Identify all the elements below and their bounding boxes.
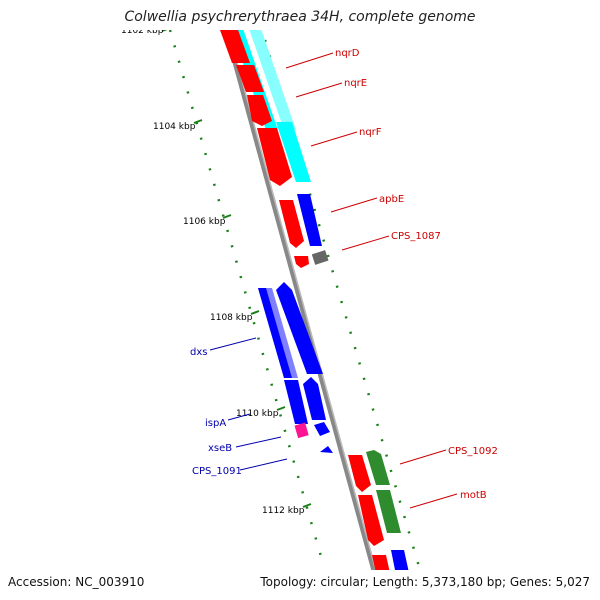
gene-next-red[interactable] xyxy=(372,555,396,600)
gene-label-ispA[interactable]: ispA xyxy=(205,418,226,429)
leader-nqrF xyxy=(310,131,358,147)
gene-label-nqrF[interactable]: nqrF xyxy=(359,127,382,138)
gene-nqrE-red[interactable] xyxy=(247,95,272,126)
gene-label-apbE[interactable]: apbE xyxy=(379,194,404,205)
tick-label-1102: 1102 kbp xyxy=(121,26,164,36)
gene-CPS_1087[interactable] xyxy=(311,250,329,265)
gene-label-nqrD[interactable]: nqrD xyxy=(335,48,360,59)
gene-label-CPS_1092[interactable]: CPS_1092 xyxy=(448,446,498,457)
gene-nqrC-red[interactable] xyxy=(220,30,250,63)
gene-ispA-left[interactable] xyxy=(284,380,308,424)
gene-CPS_1092-green[interactable] xyxy=(366,450,390,485)
backbone-highlight xyxy=(227,30,377,570)
tick-mark-1108 xyxy=(250,310,260,315)
tick-label-1110: 1110 kbp xyxy=(236,409,279,419)
gene-label-motB[interactable]: motB xyxy=(460,490,487,501)
gene-nqrD-cyan[interactable] xyxy=(246,20,296,130)
leader-dxs xyxy=(209,337,257,351)
leader-CPS_1091 xyxy=(239,458,288,471)
leader-nqrE xyxy=(295,82,343,98)
gene-label-nqrE[interactable]: nqrE xyxy=(344,78,367,89)
leader-ispA xyxy=(227,413,251,421)
map-title: Colwellia psychrerythraea 34H, complete … xyxy=(124,9,476,25)
gene-nqrD-red[interactable] xyxy=(236,65,264,92)
leader-apbE xyxy=(330,197,378,213)
tick-mark-1102 xyxy=(161,30,168,32)
leader-xseB xyxy=(235,436,282,448)
gene-ispA-right[interactable] xyxy=(303,377,326,420)
gene-dxs-right[interactable] xyxy=(276,282,323,374)
tick-mark-1104 xyxy=(193,119,203,124)
gene-nqrF-red[interactable] xyxy=(257,128,292,186)
tick-label-1104: 1104 kbp xyxy=(153,122,196,132)
leader-CPS_1087 xyxy=(341,235,390,251)
tick-mark-1112 xyxy=(302,503,312,508)
backbone-line xyxy=(223,30,377,570)
gene-apbE-blue[interactable] xyxy=(297,194,322,246)
gene-motB-red[interactable] xyxy=(358,495,384,546)
tick-label-1108: 1108 kbp xyxy=(210,313,253,323)
gene-apbE-red[interactable] xyxy=(279,200,304,248)
gene-label-CPS_1087[interactable]: CPS_1087 xyxy=(391,231,441,242)
accession-text: Accession: NC_003910 xyxy=(8,575,145,589)
leader-CPS_1092 xyxy=(399,449,447,465)
genome-summary-text: Topology: circular; Length: 5,373,180 bp… xyxy=(260,575,590,589)
gene-CPS_1092-red[interactable] xyxy=(348,455,371,492)
tick-mark-1106 xyxy=(222,214,232,219)
gene-label-CPS_1091[interactable]: CPS_1091 xyxy=(192,466,242,477)
tick-mark-1110 xyxy=(276,406,286,411)
gene-dxs-left[interactable] xyxy=(258,288,292,378)
gene-label-xseB[interactable]: xseB xyxy=(208,443,232,454)
gene-label-dxs[interactable]: dxs xyxy=(190,347,207,358)
leader-nqrD xyxy=(285,52,334,69)
tick-label-1106: 1106 kbp xyxy=(183,217,226,227)
leader-motB xyxy=(409,493,458,509)
gene-motB-green[interactable] xyxy=(376,490,401,533)
gene-next-blue[interactable] xyxy=(391,550,415,600)
tick-label-1112: 1112 kbp xyxy=(262,506,305,516)
gene-CPS_1091[interactable] xyxy=(320,446,333,453)
gene-small-red[interactable] xyxy=(294,256,309,268)
gene-ispA-magenta[interactable] xyxy=(294,422,309,439)
gene-nqrF-cyan[interactable] xyxy=(276,122,311,182)
gene-xseB[interactable] xyxy=(314,422,330,436)
